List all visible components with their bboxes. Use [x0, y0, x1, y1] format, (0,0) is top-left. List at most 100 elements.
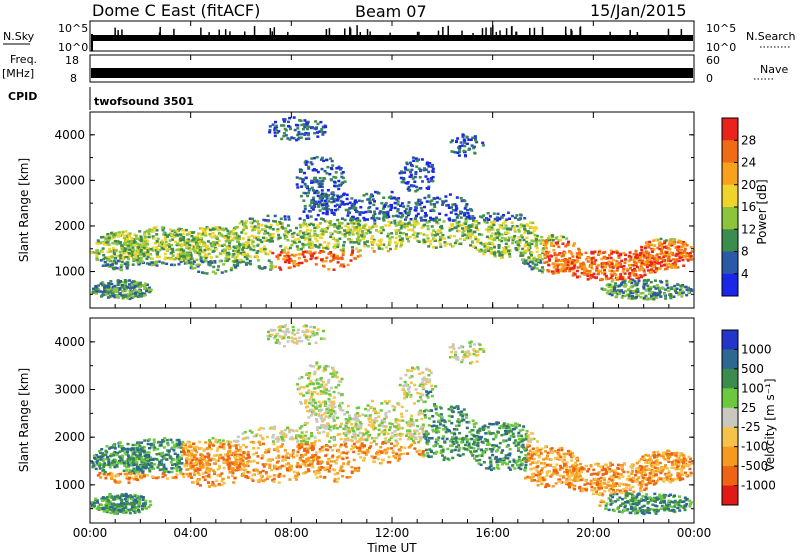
power-cell — [400, 202, 404, 205]
power-cell — [540, 235, 544, 239]
power-cell — [257, 231, 261, 235]
power-cell — [122, 247, 126, 250]
velocity-cell — [277, 454, 281, 457]
power-cell — [321, 218, 325, 221]
velocity-cell — [107, 458, 111, 461]
power-cell — [407, 185, 411, 189]
power-cell — [391, 214, 395, 218]
power-cell — [654, 293, 658, 297]
power-cell — [438, 229, 442, 232]
power-cell — [146, 253, 149, 256]
power-cell — [264, 236, 268, 240]
velocity-cell — [170, 470, 174, 474]
velocity-cell — [246, 471, 250, 474]
power-cell — [557, 245, 561, 249]
power-cell — [201, 271, 204, 274]
power-cell — [192, 237, 196, 240]
velocity-cell — [185, 468, 189, 471]
power-cell — [109, 280, 113, 283]
velocity-cell — [173, 443, 177, 447]
power-cell — [584, 251, 588, 255]
power-cell — [357, 242, 361, 245]
power-cell — [454, 209, 458, 212]
power-cell — [476, 228, 480, 231]
power-cell — [94, 251, 98, 255]
velocity-cell — [242, 465, 246, 468]
velocity-cell — [272, 480, 276, 483]
power-cell — [231, 255, 235, 258]
power-cell — [130, 284, 134, 287]
power-cell — [247, 238, 251, 242]
velocity-cell — [175, 444, 178, 447]
power-cell — [125, 267, 129, 270]
power-cell — [425, 234, 429, 237]
power-cell — [146, 247, 150, 250]
power-cell — [279, 268, 283, 271]
velocity-cell — [94, 453, 98, 457]
velocity-cell — [92, 464, 96, 467]
power-cell — [635, 292, 639, 295]
power-cell — [525, 240, 529, 244]
power-cell — [312, 234, 316, 238]
power-cell — [554, 257, 558, 260]
power-cell — [147, 232, 151, 236]
power-cell — [377, 247, 381, 250]
velocity-cell — [104, 463, 108, 467]
velocity-cell — [279, 435, 283, 439]
velocity-cell — [239, 459, 243, 462]
power-cell — [443, 241, 447, 244]
power-cell — [651, 248, 655, 252]
power-cell — [401, 239, 405, 242]
power-cell — [228, 246, 232, 250]
power-cell — [629, 267, 632, 270]
power-cell — [456, 224, 460, 228]
power-cell — [420, 226, 424, 229]
power-cell — [143, 282, 147, 285]
power-cell — [242, 246, 245, 249]
power-cell — [295, 138, 299, 142]
velocity-cell — [226, 440, 230, 443]
power-cell — [249, 262, 253, 266]
power-cell — [610, 292, 614, 295]
velocity-cell — [288, 430, 291, 434]
velocity-cell — [307, 437, 311, 440]
velocity-cell — [286, 469, 289, 472]
power-cell — [506, 231, 510, 234]
power-cell — [346, 202, 350, 206]
power-cell — [459, 216, 463, 219]
power-cell — [112, 251, 116, 255]
power-cell — [322, 177, 326, 180]
power-cell — [469, 229, 473, 232]
velocity-cell — [142, 445, 146, 449]
power-cell — [414, 172, 418, 175]
power-cell — [481, 144, 485, 147]
power-cell — [628, 280, 631, 283]
power-cell — [269, 265, 273, 268]
power-cell — [390, 190, 394, 194]
power-cell — [621, 291, 625, 294]
power-cell — [165, 262, 169, 266]
velocity-cell — [113, 447, 117, 450]
velocity-cell — [108, 466, 112, 469]
power-cell — [248, 221, 252, 224]
power-cell — [268, 235, 272, 238]
power-cell — [409, 170, 412, 174]
power-cell — [268, 131, 272, 134]
velocity-cell — [187, 450, 190, 453]
power-cell — [420, 209, 424, 212]
power-cell — [649, 287, 653, 291]
power-cell — [627, 276, 631, 279]
power-cell — [625, 267, 629, 271]
power-cell — [251, 217, 254, 221]
power-cell — [301, 224, 305, 227]
power-cell — [237, 235, 241, 238]
power-cell — [397, 229, 401, 232]
power-cell — [238, 261, 242, 264]
power-cell — [573, 263, 576, 266]
power-cell — [367, 245, 370, 248]
velocity-cell — [295, 429, 299, 432]
power-cell — [377, 217, 381, 220]
power-cell — [277, 130, 281, 133]
power-cell — [653, 279, 657, 282]
power-cell — [645, 253, 649, 257]
